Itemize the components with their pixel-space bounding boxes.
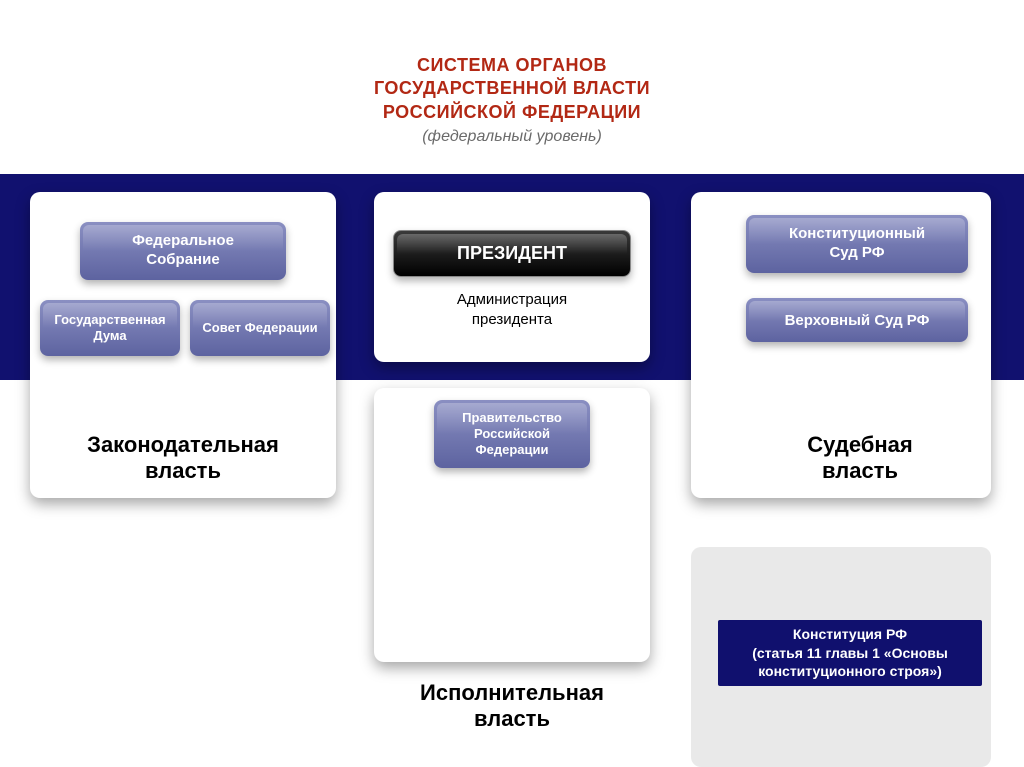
footer-line-2: (статья 11 главы 1 «Основы [728,644,972,663]
supreme-court-label: Верховный Суд РФ [785,312,930,329]
title-block: СИСТЕМА ОРГАНОВ ГОСУДАРСТВЕННОЙ ВЛАСТИ Р… [0,0,1024,160]
government-line-3: Федерации [476,442,549,458]
const-court-line-2: Суд РФ [829,244,884,263]
federal-assembly-label: Федеральное Собрание [110,232,256,270]
federal-assembly-box: Федеральное Собрание [80,222,286,280]
government-box: Правительство Российской Федерации [434,400,590,468]
subtitle: (федеральный уровень) [0,128,1024,146]
state-duma-label: Государственная Дума [40,312,180,345]
government-line-2: Российской [474,426,550,442]
supreme-court-box: Верховный Суд РФ [746,298,968,342]
admin-line-2: президента [393,310,631,330]
const-court-line-1: Конституционный [789,225,925,244]
title-line-2: ГОСУДАРСТВЕННОЙ ВЛАСТИ [0,77,1024,100]
title-line-3: РОССИЙСКОЙ ФЕДЕРАЦИИ [0,101,1024,124]
judicial-branch-label: Судебнаявласть [760,432,960,484]
legislative-branch-label: Законодательнаявласть [70,432,296,484]
constitutional-court-box: Конституционный Суд РФ [746,215,968,273]
footer-line-1: Конституция РФ [728,625,972,644]
federation-council-label: Совет Федерации [202,320,317,336]
admin-line-1: Администрация [393,290,631,310]
title-line-1: СИСТЕМА ОРГАНОВ [0,54,1024,77]
constitution-reference-box: Конституция РФ (статья 11 главы 1 «Основ… [718,620,982,686]
executive-branch-label: Исполнительнаявласть [400,680,624,732]
government-line-1: Правительство [462,410,562,426]
president-box: ПРЕЗИДЕНТ [393,230,631,277]
state-duma-box: Государственная Дума [40,300,180,356]
president-administration: Администрация президента [393,290,631,336]
president-label: ПРЕЗИДЕНТ [457,243,567,264]
footer-line-3: конституционного строя») [728,662,972,681]
federation-council-box: Совет Федерации [190,300,330,356]
president-panel [374,192,650,362]
